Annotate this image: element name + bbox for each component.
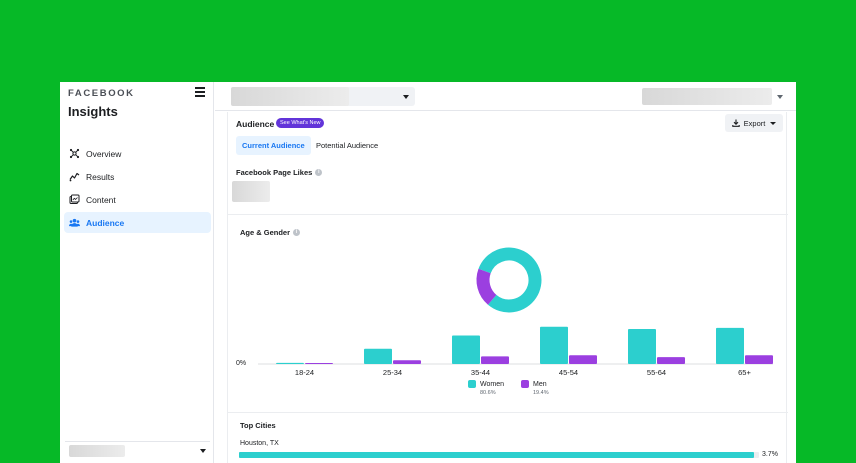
divider — [228, 412, 788, 413]
account-switcher[interactable] — [65, 441, 210, 459]
chevron-down-icon — [403, 94, 409, 99]
city-percent: 3.7% — [762, 451, 778, 458]
city-bar — [239, 452, 754, 458]
x-tick-label: 18-24 — [295, 368, 314, 377]
bar-women-65+ — [716, 327, 744, 364]
overview-icon — [69, 148, 80, 159]
sidebar: FACEBOOK Insights Overview Results Cont — [60, 82, 214, 463]
city-name: Houston, TX — [240, 440, 279, 447]
top-cities-heading: Top Cities — [240, 421, 276, 430]
date-range-redacted — [642, 88, 772, 105]
bar-women-25-34 — [364, 348, 392, 364]
sidebar-item-audience[interactable]: Audience — [64, 212, 211, 233]
sidebar-item-label: Overview — [86, 148, 122, 159]
content-icon — [69, 194, 80, 205]
donut-slice-men — [476, 268, 497, 305]
sidebar-item-overview[interactable]: Overview — [64, 143, 211, 164]
tab-potential-audience[interactable]: Potential Audience — [316, 141, 379, 150]
top-bar — [215, 82, 796, 111]
page-likes-label: Facebook Page Likes — [236, 168, 313, 177]
bar-men-65+ — [745, 355, 773, 364]
bar-men-25-34 — [393, 360, 421, 364]
info-icon[interactable]: i — [293, 229, 301, 236]
legend-women: Women 80.6% — [468, 380, 504, 396]
chevron-down-icon — [770, 121, 777, 125]
app-title: Insights — [68, 104, 118, 119]
page-likes-heading: Facebook Page Likes i — [236, 168, 323, 177]
sidebar-item-content[interactable]: Content — [64, 189, 211, 210]
men-swatch — [521, 380, 529, 388]
page-selector[interactable] — [231, 87, 415, 106]
bar-women-55-64 — [628, 329, 656, 364]
x-tick-label: 45-54 — [559, 368, 578, 377]
age-gender-heading: Age & Gender i — [240, 228, 301, 237]
bar-men-55-64 — [657, 357, 685, 364]
menu-icon[interactable] — [195, 87, 205, 97]
sidebar-item-results[interactable]: Results — [64, 166, 211, 187]
y-tick-label: 0% — [236, 360, 246, 367]
bar-women-18-24 — [276, 362, 304, 364]
sidebar-item-label: Results — [86, 171, 115, 182]
sidebar-nav: Overview Results Content Audience — [64, 143, 211, 235]
bar-women-45-54 — [540, 326, 568, 364]
divider — [228, 214, 788, 215]
bar-men-35-44 — [481, 356, 509, 364]
tab-current-audience[interactable]: Current Audience — [236, 136, 311, 155]
donut-slice-women — [478, 247, 542, 313]
bar-men-45-54 — [569, 355, 597, 364]
section-title: Audience — [236, 119, 275, 129]
age-gender-chart: 0% 18-24 25-34 35-44 45-54 55-64 65+ — [236, 247, 773, 377]
bar-women-35-44 — [452, 335, 480, 364]
city-bar-track — [239, 452, 759, 458]
women-percent: 80.6% — [480, 390, 496, 396]
bar-men-18-24 — [305, 363, 333, 364]
x-tick-label: 35-44 — [471, 368, 490, 377]
age-gender-label: Age & Gender — [240, 228, 291, 237]
insights-window: FACEBOOK Insights Overview Results Cont — [60, 82, 796, 463]
sidebar-item-label: Audience — [86, 217, 125, 228]
audience-panel: Audience See What's New Export Current A… — [227, 112, 788, 463]
x-tick-label: 65+ — [738, 368, 751, 377]
page-likes-value-redacted — [232, 181, 270, 202]
x-tick-label: 25-34 — [383, 368, 402, 377]
men-percent: 19.4% — [533, 390, 549, 396]
brand-logo: FACEBOOK — [68, 88, 135, 99]
audience-icon — [69, 217, 80, 228]
account-name-redacted — [69, 444, 125, 457]
download-icon — [731, 119, 740, 127]
info-icon[interactable]: i — [315, 169, 323, 176]
whats-new-badge[interactable]: See What's New — [276, 118, 325, 128]
top-cities-label: Top Cities — [240, 421, 276, 430]
page-name-redacted — [231, 87, 349, 106]
legend-label: Men — [533, 380, 547, 388]
women-swatch — [468, 380, 476, 388]
chevron-down-icon — [200, 448, 206, 453]
chevron-down-icon — [777, 94, 783, 99]
export-button[interactable]: Export — [725, 114, 783, 132]
date-range-selector[interactable] — [642, 87, 787, 106]
legend-men: Men 19.4% — [521, 380, 549, 396]
x-tick-label: 55-64 — [647, 368, 666, 377]
export-label: Export — [743, 118, 766, 128]
legend-label: Women — [480, 380, 504, 388]
sidebar-item-label: Content — [86, 194, 116, 205]
results-icon — [69, 171, 80, 182]
